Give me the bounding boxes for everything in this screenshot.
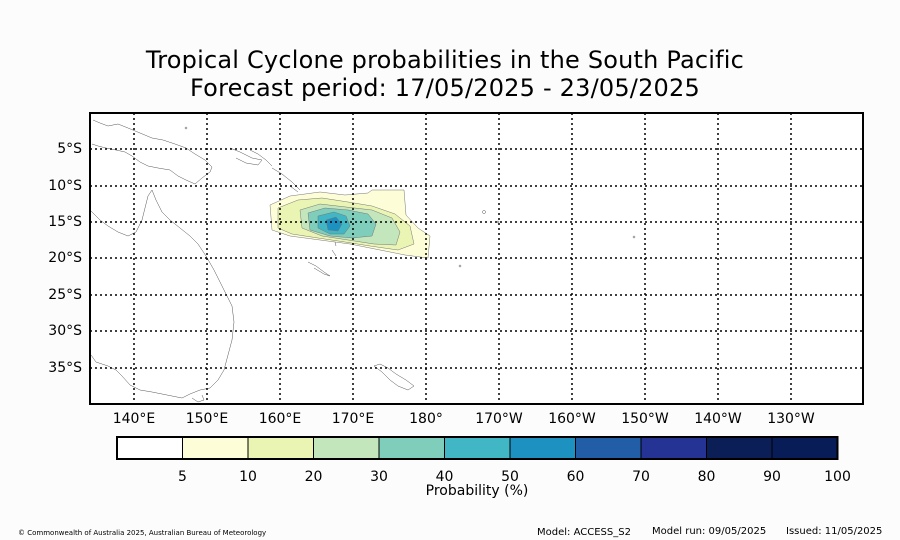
colorbar-tick: 5: [178, 469, 187, 485]
new-britain-coast: [229, 147, 263, 166]
new-zealand-coast: [373, 363, 415, 391]
model-run-date: Model run: 09/05/2025: [652, 526, 767, 537]
chart-title-line-1: Tropical Cyclone probabilities in the So…: [145, 46, 745, 74]
lon-label: 170°W: [475, 411, 523, 427]
issued-date: Issued: 11/05/2025: [786, 526, 883, 537]
contour-50-60: [325, 216, 343, 232]
samoa-island: [482, 210, 486, 214]
colorbar-segment-60-70: [575, 437, 641, 459]
lon-label: 130°W: [767, 411, 815, 427]
australia-coast: [89, 189, 235, 399]
colorbar-segment-50-60: [510, 437, 576, 459]
colorbar-tick: 90: [763, 469, 781, 485]
lat-label: 15°S: [48, 214, 82, 230]
colorbar-tick: 100: [824, 469, 851, 485]
lat-label: 30°S: [48, 323, 82, 339]
lon-label: 140°E: [112, 411, 156, 427]
colorbar-tick: 20: [304, 469, 323, 485]
colorbar-segment-80-90: [706, 437, 772, 459]
lon-label: 160°E: [258, 411, 302, 427]
colorbar-segment-20-30: [313, 437, 379, 459]
colorbar-segment-5-10: [182, 437, 248, 459]
island: [632, 235, 636, 239]
colorbar-tick: 70: [632, 469, 650, 485]
lat-label: 35°S: [48, 360, 82, 376]
map-frame: [89, 112, 864, 405]
colorbar-segment-10-20: [248, 437, 314, 459]
new-ireland-coast: [249, 149, 273, 167]
new-guinea-coast: [91, 119, 213, 185]
copyright-notice: © Commonwealth of Australia 2025, Austra…: [18, 529, 267, 537]
lat-label: 5°S: [57, 141, 82, 157]
colorbar-segment-40-50: [444, 437, 510, 459]
island: [184, 126, 188, 130]
tasmania-coast: [191, 394, 205, 403]
lon-label: 160°W: [548, 411, 596, 427]
lon-label: 150°E: [185, 411, 229, 427]
coastlines: [89, 119, 636, 403]
colorbar: [116, 436, 839, 460]
lat-label: 20°S: [48, 250, 82, 266]
colorbar-tick: 80: [697, 469, 716, 485]
island: [458, 264, 462, 268]
colorbar-tick: 50: [501, 469, 519, 485]
colorbar-tick: 10: [239, 469, 257, 485]
colorbar-segment-30-40: [379, 437, 445, 459]
lon-label: 150°W: [621, 411, 669, 427]
new-caledonia-coast: [307, 261, 331, 277]
colorbar-tick: 40: [435, 469, 454, 485]
lat-label: 10°S: [48, 178, 82, 194]
colorbar-segment-70-80: [641, 437, 707, 459]
colorbar-frame: [116, 436, 839, 460]
lat-label: 25°S: [48, 287, 82, 303]
colorbar-tick: 30: [370, 469, 388, 485]
colorbar-tick: 60: [566, 469, 585, 485]
lon-label: 170°E: [331, 411, 375, 427]
chart-title-line-2: Forecast period: 17/05/2025 - 23/05/2025: [190, 74, 700, 102]
lon-label: 180°: [409, 411, 443, 427]
colorbar-segment-0-5: [117, 437, 183, 459]
lon-label: 140°W: [694, 411, 742, 427]
colorbar-title: Probability (%): [425, 483, 529, 499]
colorbar-segment-90-100: [772, 437, 838, 459]
model-name: Model: ACCESS_S2: [537, 527, 631, 538]
graticule: [90, 113, 863, 404]
probability-contours: [269, 189, 431, 259]
